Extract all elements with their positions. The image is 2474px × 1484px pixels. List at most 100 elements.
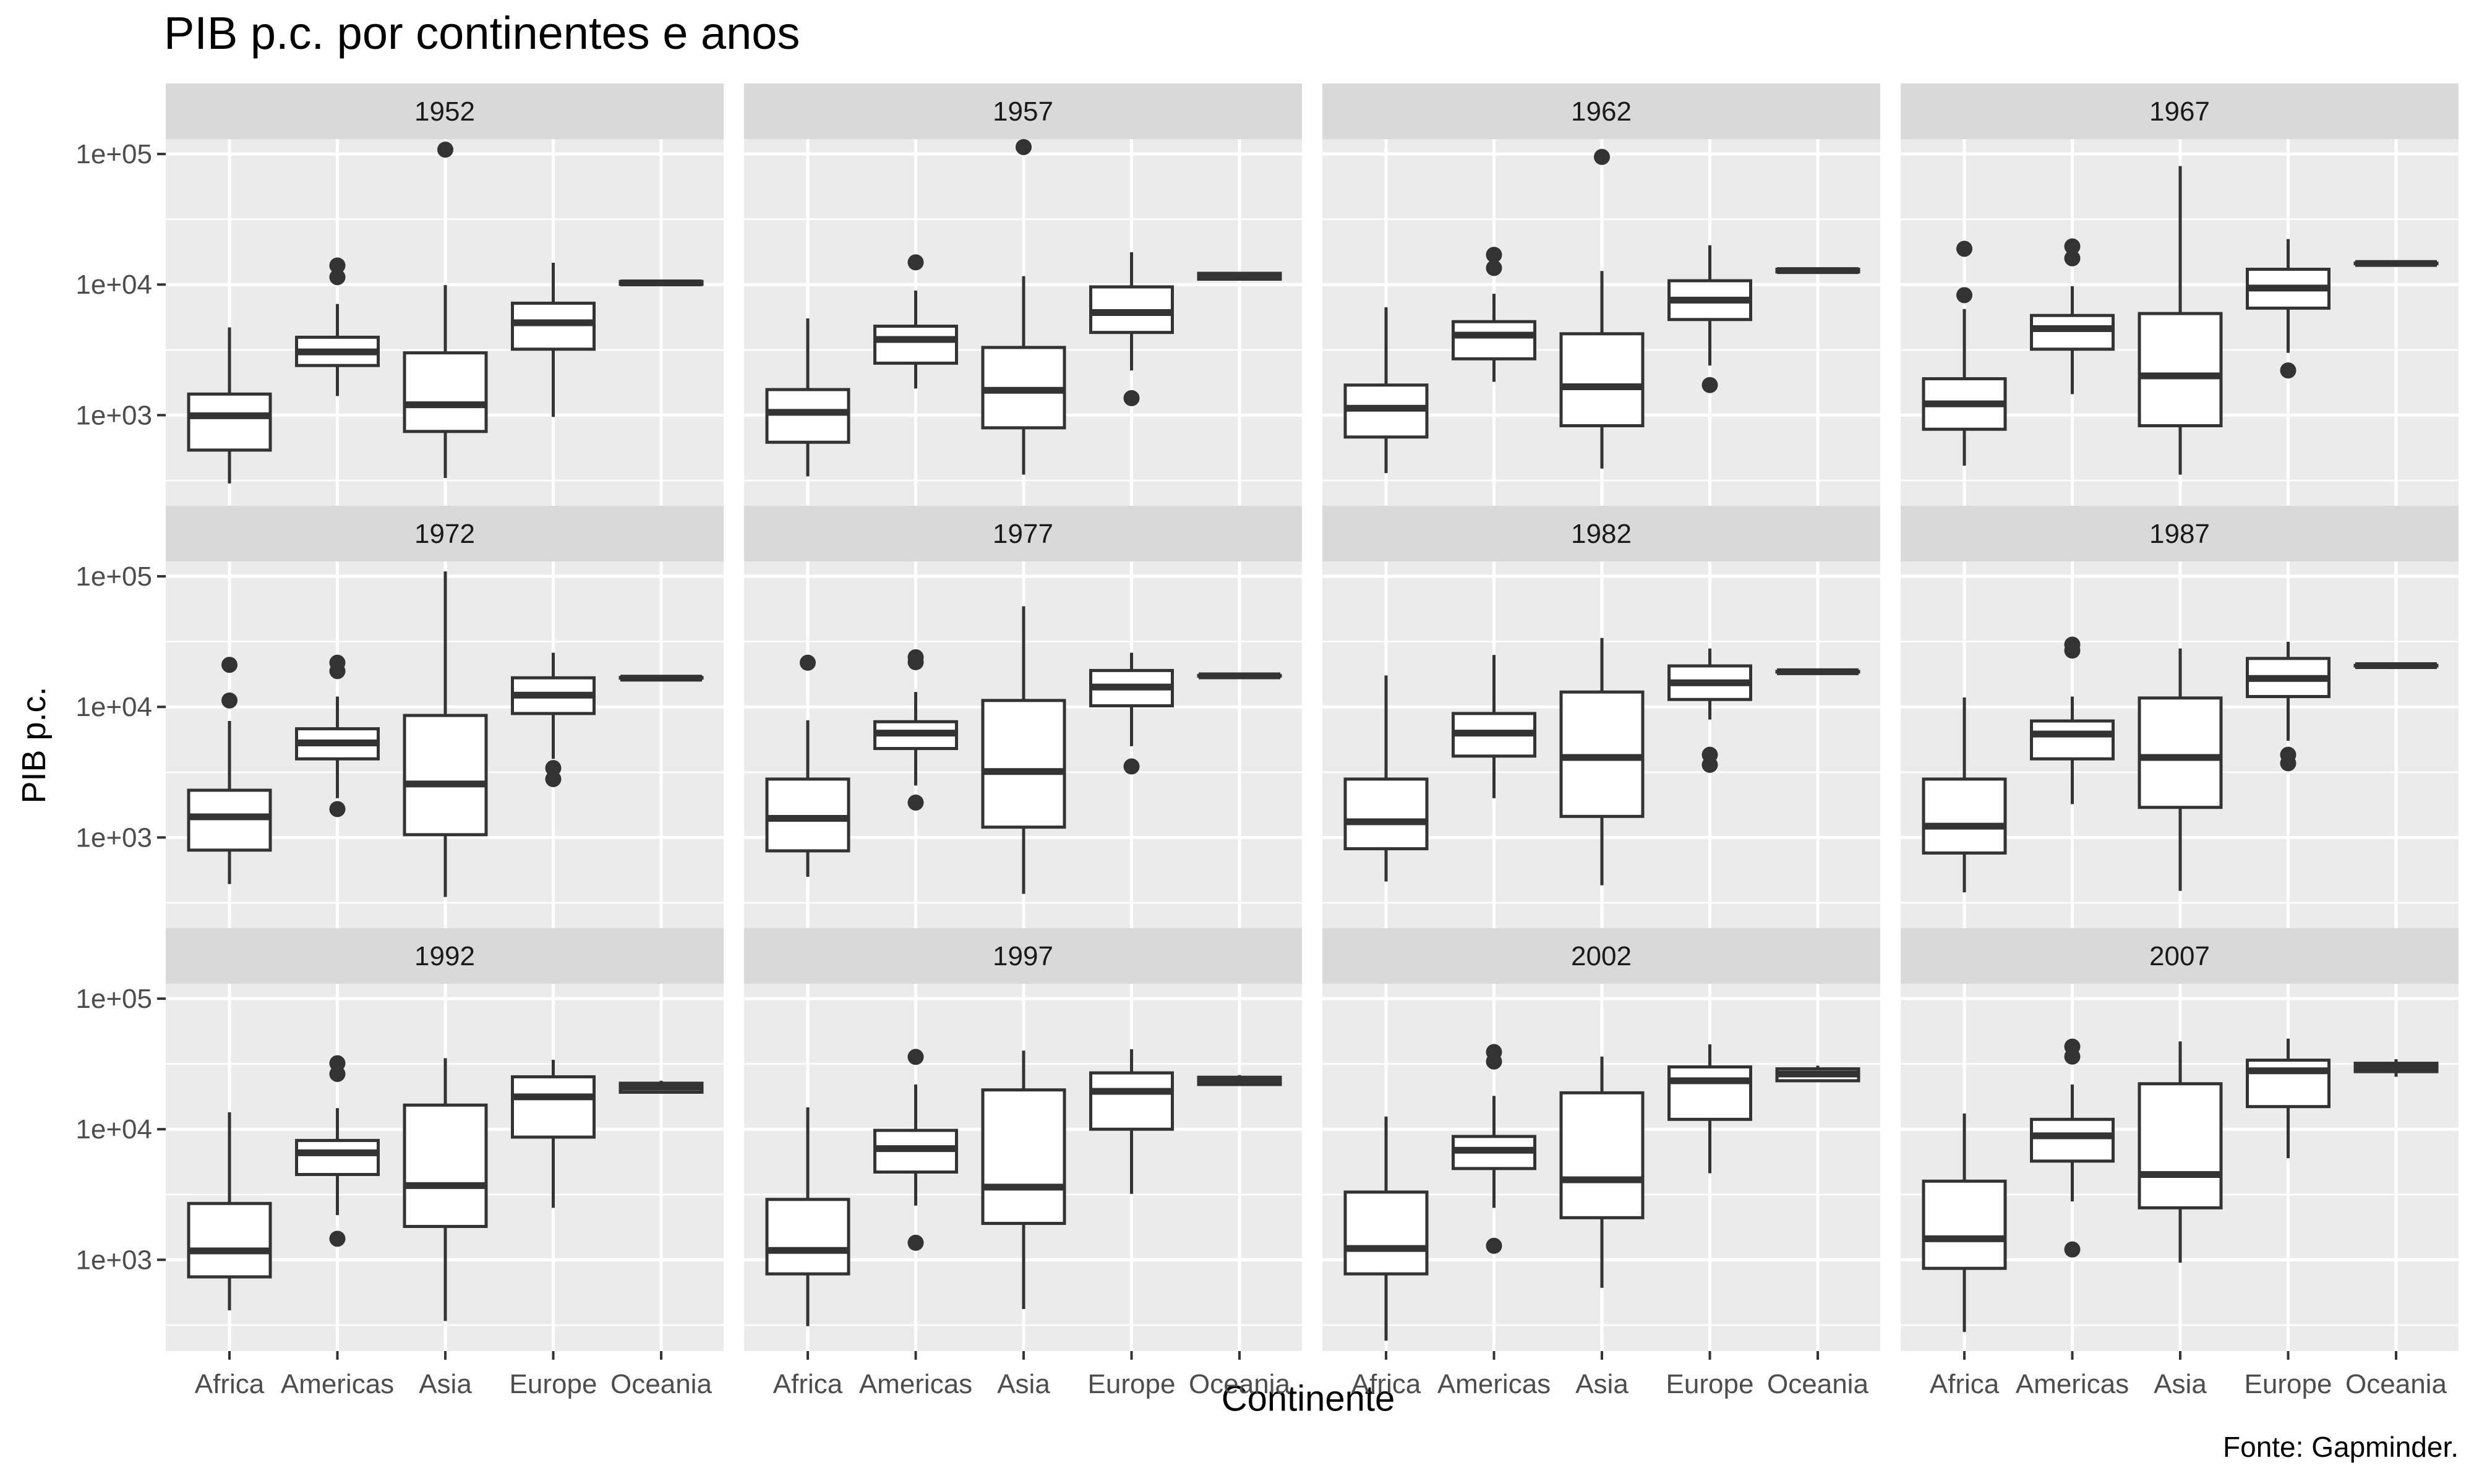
facet-strip-label: 1992 — [414, 941, 475, 971]
facet-strip-label: 1957 — [993, 96, 1053, 127]
box-asia — [2138, 648, 2223, 891]
y-tick-label: 1e+03 — [75, 822, 152, 853]
x-tick-label: Americas — [859, 1369, 972, 1399]
outlier-point — [221, 657, 238, 673]
facet-strip-label: 1972 — [414, 519, 475, 549]
box-iqr — [2246, 1059, 2331, 1109]
facet-strip — [1322, 506, 1880, 561]
box-iqr — [511, 301, 596, 351]
box-iqr — [873, 325, 958, 365]
box-asia — [981, 606, 1066, 894]
source-caption: Fonte: Gapminder. — [2223, 1431, 2459, 1463]
box-iqr — [765, 777, 850, 853]
outlier-point — [800, 654, 816, 671]
outlier-point — [1486, 247, 1502, 263]
outlier-point — [1956, 287, 1972, 304]
box-asia — [403, 1058, 488, 1321]
box-iqr — [981, 699, 1066, 829]
box-africa — [1922, 697, 2007, 893]
box-asia — [403, 142, 488, 479]
box-asia — [2138, 166, 2223, 475]
box-asia — [2138, 1041, 2223, 1263]
facet-strip — [166, 83, 724, 139]
facet-panel-1952: 1952 1e+03 1e+04 1e+05 — [75, 83, 724, 506]
box-americas — [873, 649, 958, 811]
outlier-point — [329, 654, 346, 671]
box-oceania — [1197, 672, 1282, 680]
x-tick-label: Oceania — [2345, 1369, 2447, 1399]
facet-panel-1987: 1987 — [1901, 506, 2459, 929]
box-asia — [981, 1051, 1066, 1309]
box-iqr — [2138, 1082, 2223, 1209]
facet-panel-1972: 1972 1e+03 1e+04 1e+05 — [75, 506, 724, 929]
box-europe — [1089, 252, 1174, 406]
box-oceania — [2353, 662, 2439, 670]
x-tick-label: Oceania — [610, 1369, 712, 1399]
outlier-point — [2064, 250, 2081, 267]
facet-strip — [1901, 506, 2459, 561]
box-asia — [981, 139, 1066, 475]
x-axis-title: Continente — [1221, 1378, 1395, 1419]
facet-strip — [744, 83, 1302, 139]
y-tick-label: 1e+05 — [75, 139, 152, 169]
outlier-point — [1956, 241, 1972, 257]
box-africa — [1922, 241, 2007, 466]
x-tick-label: Europe — [1666, 1369, 1754, 1399]
facet-strip — [1901, 928, 2459, 984]
box-oceania — [1775, 267, 1860, 275]
box-iqr — [511, 1075, 596, 1139]
box-asia — [403, 571, 488, 897]
box-iqr — [403, 351, 488, 433]
outlier-point — [329, 1055, 346, 1072]
box-europe — [511, 1059, 596, 1208]
box-africa — [765, 1107, 850, 1326]
box-oceania — [1197, 1075, 1282, 1086]
box-europe — [2246, 1038, 2331, 1159]
box-iqr — [1343, 1190, 1429, 1276]
outlier-point — [2064, 636, 2081, 653]
outlier-point — [329, 269, 346, 286]
box-asia — [1559, 148, 1645, 469]
outlier-point — [907, 254, 924, 271]
box-iqr — [2030, 1117, 2115, 1163]
facet-strip-label: 1977 — [993, 519, 1053, 549]
facet-strip-label: 1987 — [2149, 519, 2210, 549]
outlier-point — [907, 1234, 924, 1251]
box-europe — [511, 652, 596, 787]
facet-strip-label: 2002 — [1571, 941, 1632, 971]
box-iqr — [1559, 332, 1645, 427]
box-iqr — [295, 1138, 380, 1176]
box-iqr — [1343, 777, 1429, 851]
facet-strip-label: 1962 — [1571, 96, 1632, 127]
x-tick-label: Africa — [195, 1369, 265, 1399]
facet-strip-label: 1952 — [414, 96, 475, 127]
box-iqr — [187, 392, 272, 452]
chart-title: PIB p.c. por continentes e anos — [164, 7, 800, 59]
box-oceania — [2353, 260, 2439, 267]
outlier-point — [2064, 1038, 2081, 1055]
box-asia — [1559, 638, 1645, 885]
box-africa — [1343, 1116, 1429, 1341]
box-oceania — [1197, 271, 1282, 281]
outlier-point — [2064, 238, 2081, 255]
y-tick-label: 1e+03 — [75, 400, 152, 430]
outlier-point — [2280, 746, 2296, 763]
box-iqr — [403, 1103, 488, 1228]
facet-panel-1982: 1982 — [1322, 506, 1880, 929]
outlier-point — [545, 760, 562, 777]
box-africa — [187, 1112, 272, 1311]
box-africa — [187, 657, 272, 884]
facet-strip — [744, 928, 1302, 984]
box-iqr — [1452, 320, 1536, 360]
box-americas — [1452, 655, 1536, 798]
box-asia — [1559, 1056, 1645, 1288]
box-europe — [1089, 652, 1174, 775]
box-americas — [2030, 238, 2115, 394]
facet-strip-label: 2007 — [2149, 941, 2210, 971]
box-africa — [1343, 307, 1429, 474]
outlier-point — [1486, 1044, 1502, 1060]
box-europe — [1667, 648, 1752, 773]
x-tick-label: Americas — [1437, 1369, 1551, 1399]
x-tick-label: Africa — [1351, 1369, 1421, 1399]
